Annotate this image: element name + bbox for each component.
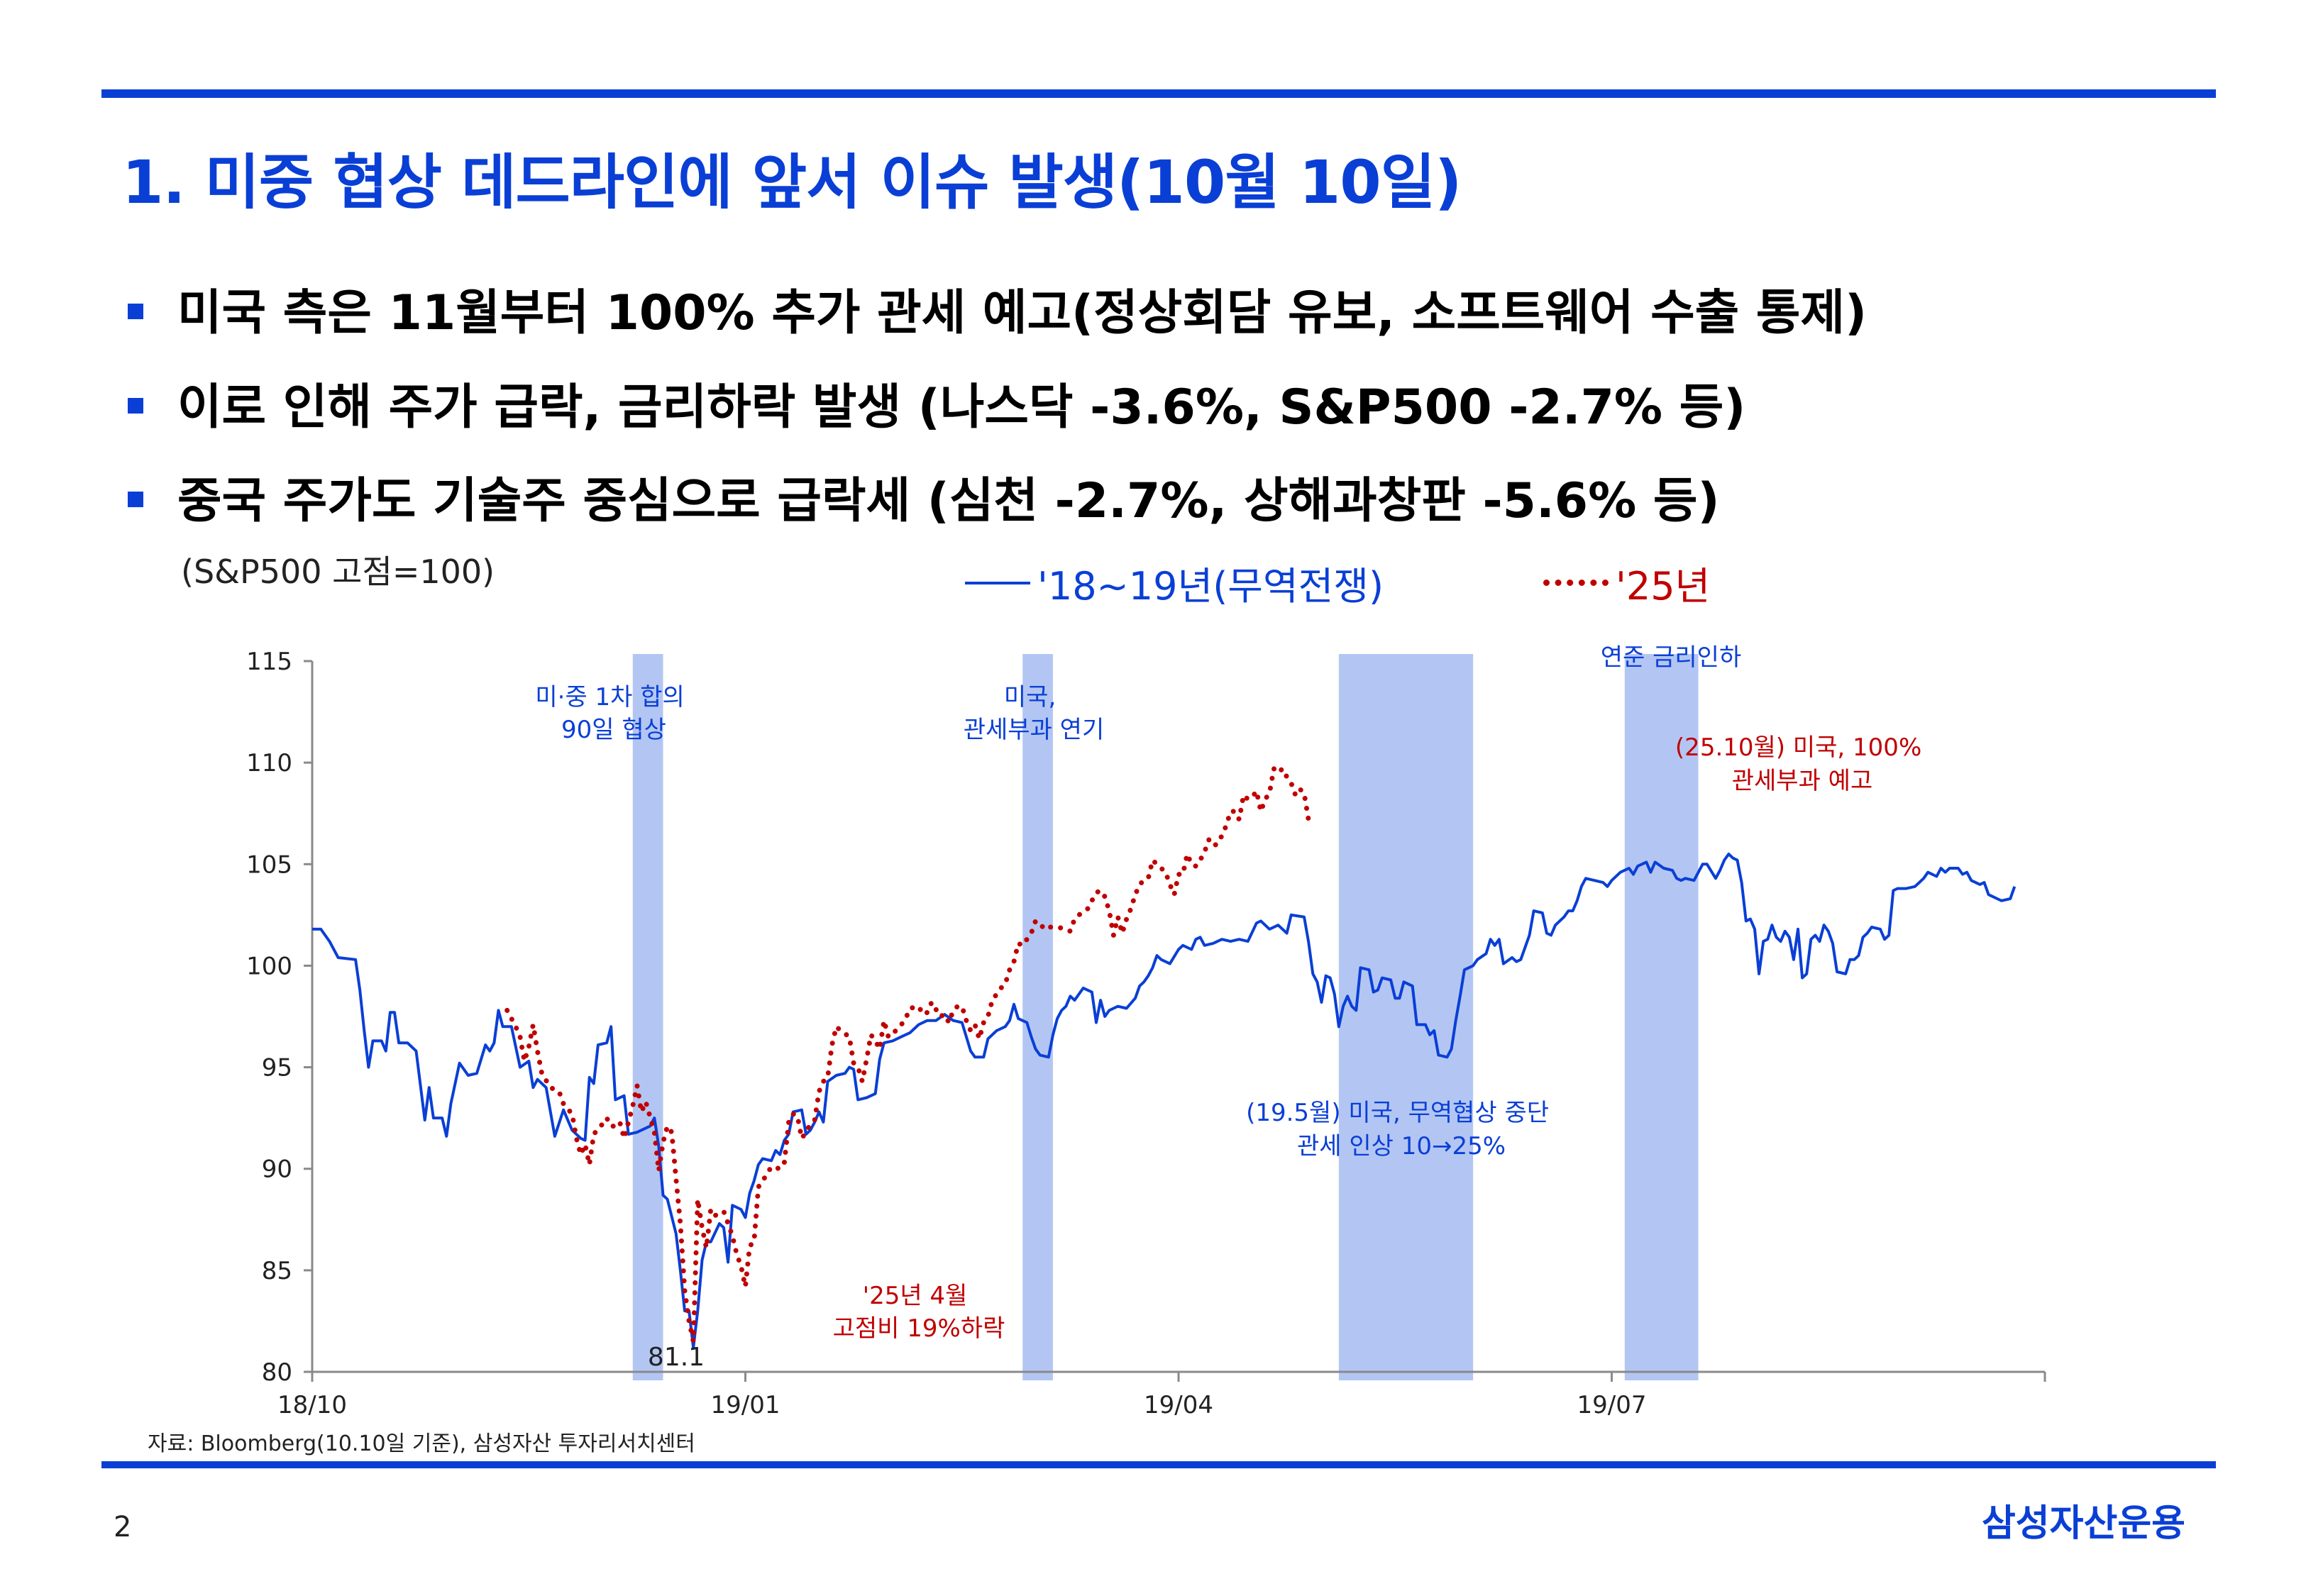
legend-solid-line-swatch [965, 581, 1030, 584]
series-line-2025 [504, 766, 1311, 1344]
annotation-low-value: 81.1 [648, 1343, 705, 1372]
y-tick-label: 80 [262, 1358, 292, 1387]
y-tick-label: 100 [246, 952, 292, 980]
series-line-2018-19 [312, 853, 2017, 1349]
bullet-1-text: 미국 측은 11월부터 100% 추가 관세 예고(정상회담 유보, 소프트웨어… [177, 285, 1868, 341]
annotation-low-value-text: 81.1 [648, 1343, 705, 1372]
shaded-periods [632, 654, 1699, 1380]
annotation-talks-halted: (19.5월) 미국, 무역협상 중단 관세 인상 10→25% [1246, 1099, 1557, 1160]
x-tick-label: 19/01 [711, 1391, 780, 1419]
annotation-april-drop-line2: 고점비 19%하락 [833, 1314, 1005, 1343]
annotation-oct-tariff-line1: (25.10월) 미국, 100% [1675, 733, 1921, 762]
annotations: 미·중 1차 합의 90일 협상 미국, 관세부과 연기 (19.5월) 미국,… [535, 643, 1929, 1372]
page-title: 1. 미중 협상 데드라인에 앞서 이슈 발생(10월 10일) [122, 148, 1462, 217]
brand-logo-text: 삼성자산운용 [1981, 1502, 2185, 1545]
shaded-period-1 [632, 654, 663, 1380]
y-tick-label: 85 [262, 1257, 292, 1285]
bullet-square-icon [128, 304, 143, 320]
annotation-fed-cut-line1: 연준 금리인하 [1601, 643, 1742, 672]
legend-series-2: '25년 [1543, 555, 1710, 611]
bullet-square-icon [128, 398, 143, 414]
y-ticks: 115 110 105 100 95 90 85 80 [246, 648, 312, 1387]
chart-unit-label: (S&P500 고점=100) [181, 553, 495, 591]
annotation-tariff-delay-line2: 관세부과 연기 [964, 716, 1105, 744]
shaded-period-4 [1624, 654, 1699, 1380]
bottom-rule [101, 1461, 2216, 1468]
series-lines [312, 766, 2017, 1349]
annotation-phase1-deal: 미·중 1차 합의 90일 협상 [535, 683, 692, 744]
bullet-1: 미국 측은 11월부터 100% 추가 관세 예고(정상회담 유보, 소프트웨어… [128, 273, 1867, 343]
bullet-2-text: 이로 인해 주가 급락, 금리하락 발생 (나스닥 -3.6%, S&P500 … [177, 379, 1746, 436]
y-tick-label: 115 [246, 648, 292, 676]
y-tick-label: 105 [246, 850, 292, 879]
top-rule [101, 89, 2216, 98]
legend-series-1-label: '18~19년(무역전쟁) [1037, 564, 1384, 609]
page-number: 2 [114, 1511, 132, 1544]
annotation-april-drop-line1: '25년 4월 [863, 1282, 968, 1310]
annotation-fed-cut: 연준 금리인하 [1601, 643, 1742, 672]
y-tick-label: 110 [246, 749, 292, 777]
annotation-talks-halted-line1: (19.5월) 미국, 무역협상 중단 [1246, 1099, 1549, 1127]
annotation-april-drop: '25년 4월 고점비 19%하락 [833, 1282, 1005, 1343]
annotation-phase1-deal-line1: 미·중 1차 합의 [535, 683, 684, 711]
shaded-period-2 [1022, 654, 1053, 1380]
annotation-tariff-delay: 미국, 관세부과 연기 [964, 683, 1105, 744]
legend-series-2-label: '25년 [1616, 564, 1711, 609]
source-note: 자료: Bloomberg(10.10일 기준), 삼성자산 투자리서치센터 [148, 1431, 695, 1456]
x-tick-label: 19/07 [1577, 1391, 1647, 1419]
bullet-square-icon [128, 492, 143, 508]
legend-series-1: '18~19년(무역전쟁) [965, 555, 1384, 611]
shaded-period-3 [1338, 654, 1474, 1380]
legend-dotted-line-swatch [1543, 580, 1609, 586]
x-ticks: 18/10 19/01 19/04 19/07 [277, 1372, 2046, 1419]
annotation-phase1-deal-line2: 90일 협상 [561, 716, 666, 744]
bullet-3-text: 중국 주가도 기술주 중심으로 급락세 (심천 -2.7%, 상해과창판 -5.… [177, 473, 1720, 529]
x-tick-label: 18/10 [277, 1391, 347, 1419]
y-tick-label: 95 [262, 1054, 292, 1082]
x-tick-label: 19/04 [1144, 1391, 1213, 1419]
annotation-oct-tariff-line2: 관세부과 예고 [1732, 767, 1873, 795]
annotation-tariff-delay-line1: 미국, [1004, 683, 1056, 711]
bullet-3: 중국 주가도 기술주 중심으로 급락세 (심천 -2.7%, 상해과창판 -5.… [128, 461, 1720, 531]
annotation-talks-halted-line2: 관세 인상 10→25% [1297, 1132, 1506, 1160]
y-tick-label: 90 [262, 1156, 292, 1184]
bullet-2: 이로 인해 주가 급락, 금리하락 발생 (나스닥 -3.6%, S&P500 … [128, 367, 1745, 438]
annotation-oct-tariff: (25.10월) 미국, 100% 관세부과 예고 [1675, 733, 1929, 795]
